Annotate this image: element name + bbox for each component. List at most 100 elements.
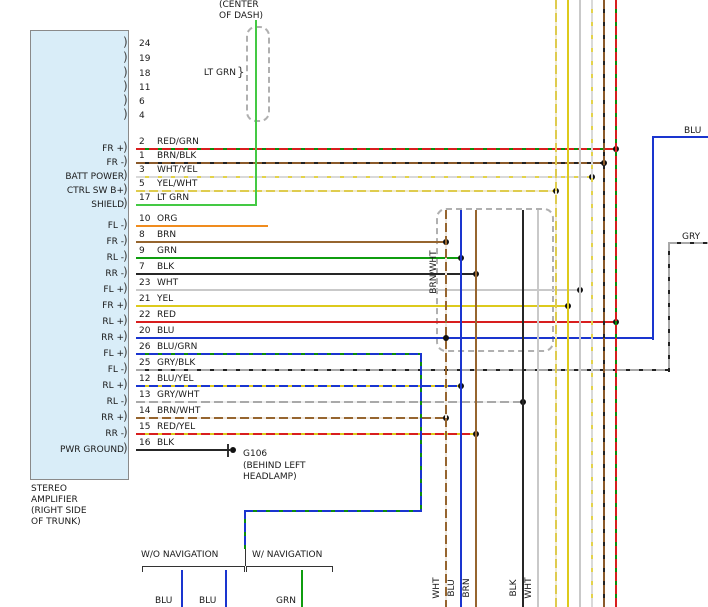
pin-number: 11 [139,83,151,93]
wire-BLU [136,337,653,339]
wire-RED/GRN [136,148,616,150]
wire-color-label: BLU [157,326,175,336]
wire-YEL [136,305,568,307]
center-of-dash-note-line2: OF DASH) [219,11,264,21]
wire-GRN [136,257,461,259]
bottom-wire-label: BLK [509,579,519,597]
stereo-amplifier-box [30,30,129,480]
amp-title-line3: (RIGHT SIDE [31,506,87,516]
wire-BRN [136,241,446,243]
pin-bracket: ) [123,345,128,359]
pin-bracket: ) [123,281,128,295]
wire-GRY/BLK [136,369,669,371]
ground-location-line1: (BEHIND LEFT [243,461,306,471]
pin-function-label: RR + [101,413,124,423]
without-navigation-label: W/O NAVIGATION [141,550,219,560]
pin-function-label: RR - [105,429,124,439]
wire-LT GRN [255,20,257,206]
pin-number: 9 [139,246,145,256]
wire-RED/YEL [136,433,476,435]
wire-YEL/WHT [136,190,556,192]
pin-function-label: RL + [102,317,124,327]
pin-function-label: FL - [107,365,124,375]
wire-color-label: YEL/WHT [157,179,198,189]
pin-function-label: RL - [106,253,124,263]
wire-BLU [225,570,227,607]
wire-BRN [475,210,477,607]
bottom-wire-label: WHT [524,577,534,599]
pin-number: 15 [139,422,151,432]
wire-WHT/YEL [136,176,592,178]
wire-GRN [301,570,303,607]
pin-bracket: ) [123,168,128,182]
amp-title-line1: STEREO [31,484,67,494]
nav-branch-wire-label: GRN [276,596,296,606]
pin-function-label: RL - [106,397,124,407]
inline-connector-top [246,26,270,122]
wire-color-label: BRN [157,230,177,240]
gry-exit-label: GRY [682,232,701,242]
pin-function-label: RL + [102,381,124,391]
wire-RED [136,321,616,323]
pin-bracket: ) [123,265,128,279]
brn-wht-wire-label: BRN/WHT [429,250,439,294]
bottom-wire-label: WHT [432,577,442,599]
nav-bracket-right [246,566,333,567]
nav-bracket-left-tick1 [142,566,143,572]
pin-bracket: ) [123,35,128,49]
wire-BLU [652,136,654,340]
pin-number: 8 [139,230,145,240]
wire-BLU/YEL [136,385,461,387]
wire-WHT/YEL [591,0,593,607]
pin-bracket: ) [123,377,128,391]
pin-function-label: SHIELD [91,200,124,210]
wire-color-label: GRN [157,246,177,256]
nav-branch-wire-label: BLU [199,596,217,606]
pin-function-label: PWR GROUND [59,445,124,455]
pin-function-label: FR - [106,158,124,168]
wire-BLK [136,449,230,451]
wire-ORG [136,225,268,227]
wire-color-label: BRN/WHT [157,406,201,416]
pin-function-label: CTRL SW B+ [66,186,124,196]
wire-color-label: ORG [157,214,178,224]
pin-number: 25 [139,358,151,368]
pin-bracket: ) [123,425,128,439]
wire-color-label: RED/YEL [157,422,196,432]
pin-number: 3 [139,165,145,175]
wire-BLU/GRN [244,510,246,549]
nav-bracket-left [142,566,245,567]
pin-number: 1 [139,151,145,161]
pin-bracket: ) [123,361,128,375]
wire-color-label: BLK [157,438,175,448]
wire-BRN/BLK [136,162,604,164]
bottom-wire-label: BLU [447,579,457,597]
pin-function-label: FL + [103,285,124,295]
pin-bracket: ) [123,140,128,154]
pin-number: 4 [139,111,145,121]
wire-BLK [522,210,524,607]
pin-number: 17 [139,193,151,203]
pin-bracket: ) [123,107,128,121]
wire-BRN/WHT [136,417,446,419]
wire-label-tick: } [237,65,245,79]
pin-bracket: ) [123,196,128,210]
wire-color-label: BLK [157,262,175,272]
pin-bracket: ) [123,50,128,64]
pin-number: 16 [139,438,151,448]
with-navigation-label: W/ NAVIGATION [252,550,323,560]
wire-color-label: LT GRN [157,193,190,203]
wire-YEL/WHT [555,0,557,607]
nav-branch-stem [245,548,246,566]
inline-connector-middle [436,208,554,352]
wire-BLU [652,136,708,138]
bottom-wire-label: BRN [462,578,472,598]
pin-bracket: ) [123,313,128,327]
pin-number: 22 [139,310,151,320]
pin-number: 18 [139,69,151,79]
pin-number: 13 [139,390,151,400]
pin-bracket: ) [123,249,128,263]
wire-RED/GRN [615,0,617,607]
wire-color-label: WHT [157,278,179,288]
